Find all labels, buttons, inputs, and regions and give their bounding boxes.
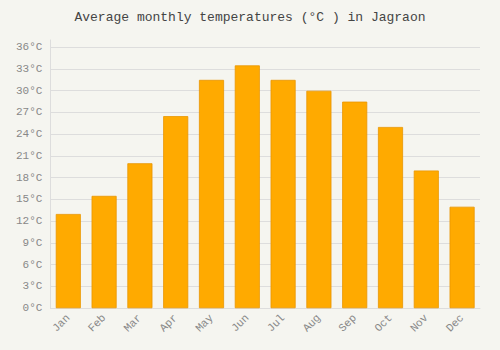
- svg-text:15°C: 15°C: [16, 193, 43, 205]
- svg-text:Sep: Sep: [336, 312, 358, 334]
- svg-text:Jun: Jun: [229, 312, 251, 334]
- svg-text:33°C: 33°C: [16, 63, 43, 75]
- svg-text:36°C: 36°C: [16, 41, 43, 53]
- svg-text:Apr: Apr: [157, 312, 179, 334]
- svg-text:0°C: 0°C: [23, 302, 43, 314]
- svg-text:Dec: Dec: [444, 312, 466, 334]
- svg-text:12°C: 12°C: [16, 215, 43, 227]
- svg-text:21°C: 21°C: [16, 150, 43, 162]
- svg-text:Oct: Oct: [372, 312, 394, 334]
- svg-text:May: May: [193, 312, 216, 335]
- svg-text:Average monthly temperatures (: Average monthly temperatures (°C ) in Ja…: [74, 10, 425, 25]
- svg-text:27°C: 27°C: [16, 106, 43, 118]
- svg-text:30°C: 30°C: [16, 85, 43, 97]
- svg-text:Feb: Feb: [86, 312, 108, 334]
- svg-text:Jul: Jul: [265, 312, 287, 334]
- svg-text:Jan: Jan: [50, 312, 72, 334]
- svg-text:6°C: 6°C: [23, 259, 43, 271]
- svg-text:Mar: Mar: [122, 312, 144, 334]
- svg-text:18°C: 18°C: [16, 172, 43, 184]
- svg-text:24°C: 24°C: [16, 128, 43, 140]
- svg-text:Aug: Aug: [301, 312, 323, 334]
- svg-text:Nov: Nov: [408, 312, 431, 335]
- svg-text:3°C: 3°C: [23, 280, 43, 292]
- svg-text:9°C: 9°C: [23, 237, 43, 249]
